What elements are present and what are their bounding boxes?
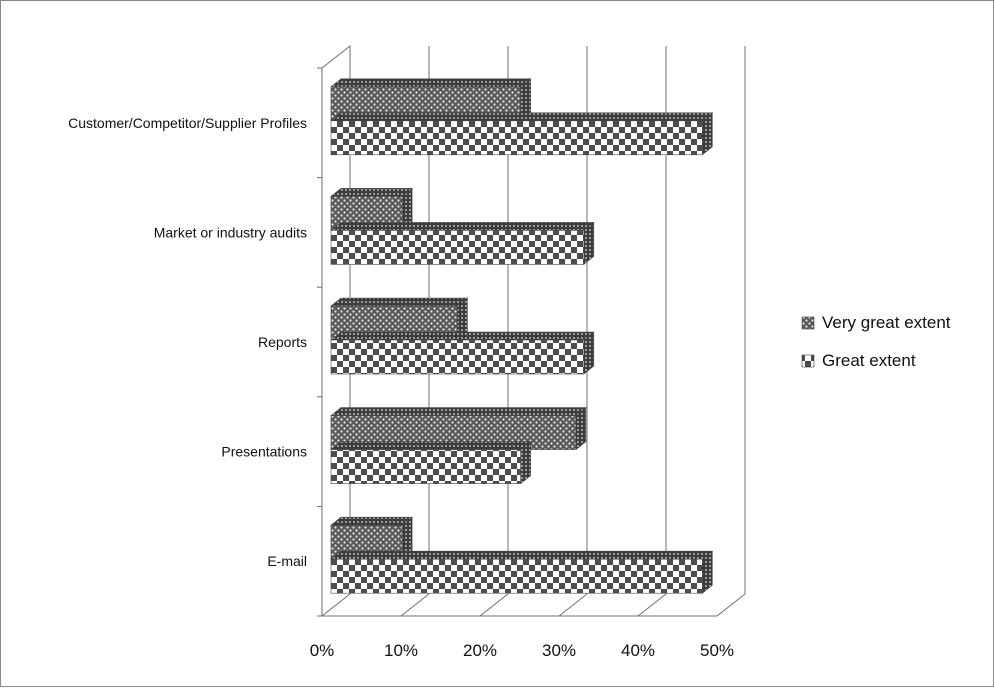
category-label: Market or industry audits: [154, 224, 307, 240]
x-tick-label: 20%: [463, 641, 497, 660]
category-label: Presentations: [221, 444, 307, 460]
category-label: Reports: [258, 334, 307, 350]
legend-label: Very great extent: [822, 313, 951, 332]
floor-edge: [321, 593, 351, 617]
legend-label: Great extent: [822, 351, 916, 370]
bar-great-extent: [330, 112, 714, 156]
x-tick-label: 50%: [700, 641, 734, 660]
legend-swatch: [801, 354, 815, 368]
x-tick-label: 30%: [542, 641, 576, 660]
floor-gridline: [479, 593, 509, 617]
x-tick-label: 0%: [310, 641, 335, 660]
floor-gridline: [558, 593, 588, 617]
category-label: Customer/Competitor/Supplier Profiles: [68, 115, 307, 131]
x-tick-label: 10%: [384, 641, 418, 660]
bar-great-extent: [330, 221, 595, 266]
category-label: E-mail: [267, 553, 307, 569]
bar-great-extent: [330, 440, 532, 485]
legend-swatch: [801, 316, 815, 330]
floor-gridline: [716, 593, 746, 617]
bar-great-extent: [330, 331, 595, 375]
x-tick-label: 40%: [621, 641, 655, 660]
floor-gridline: [637, 593, 667, 617]
floor-gridline: [400, 593, 430, 617]
bar-great-extent: [330, 550, 714, 594]
